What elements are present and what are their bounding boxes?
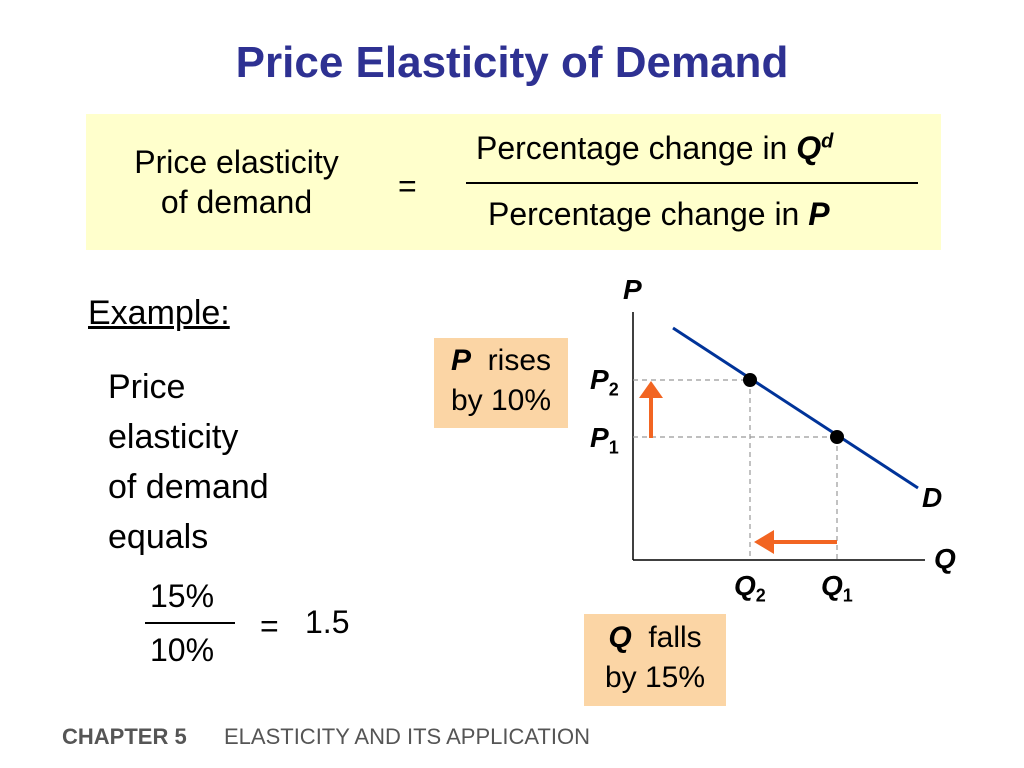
- footer-title: ELASTICITY AND ITS APPLICATION: [224, 724, 590, 749]
- example-result: 1.5: [305, 604, 350, 640]
- q1-label: Q1: [821, 570, 853, 607]
- formula-box: Price elasticity of demand = Percentage …: [86, 114, 941, 250]
- price-rise-arrowhead: [639, 381, 663, 398]
- q2-label: Q2: [734, 570, 766, 607]
- example-fraction-bar: [145, 622, 235, 624]
- p1-label: P1: [590, 422, 619, 459]
- demand-curve-label: D: [922, 482, 943, 513]
- formula-numerator-sup: d: [821, 130, 834, 153]
- formula-numerator-text: Percentage change in: [476, 130, 797, 166]
- quantity-callout-line2: by 15%: [604, 661, 706, 694]
- price-callout-var: P: [450, 344, 471, 377]
- example-line-1: Price: [108, 368, 186, 406]
- formula-denominator-text: Percentage change in: [488, 196, 809, 232]
- p-axis-label: P: [623, 274, 642, 305]
- q-axis-label: Q: [934, 543, 956, 574]
- example-line-3: of demand: [108, 468, 269, 506]
- formula-fraction-bar: [466, 182, 918, 184]
- example-fraction-denominator: 10%: [150, 632, 215, 668]
- point-b: [830, 430, 844, 444]
- quantity-callout-verb: falls: [648, 621, 702, 654]
- quantity-callout-line1: Q falls: [584, 618, 726, 658]
- q1-label-sub: 1: [842, 585, 853, 606]
- formula-numerator-var: Q: [796, 130, 822, 166]
- formula-equals: =: [398, 168, 417, 204]
- point-a: [743, 373, 757, 387]
- slide-title: Price Elasticity of Demand: [235, 38, 789, 87]
- example-line-2: elasticity: [108, 418, 239, 456]
- formula-denominator: Percentage change in P: [488, 196, 830, 233]
- price-callout-line1: P rises: [434, 341, 568, 381]
- q2-label-sub: 2: [755, 585, 766, 606]
- quantity-callout-var: Q: [608, 621, 632, 654]
- example-heading: Example:: [88, 294, 230, 332]
- price-callout-verb: rises: [487, 344, 552, 377]
- formula-lhs-line2: of demand: [160, 184, 313, 220]
- example-fraction-numerator: 15%: [150, 578, 215, 614]
- example-text: Price elasticity of demand equals: [108, 362, 269, 562]
- price-callout-line2: by 10%: [450, 384, 552, 417]
- example-equals: =: [260, 608, 279, 644]
- formula-lhs: Price elasticity of demand: [114, 142, 359, 222]
- formula-numerator: Percentage change in Qd: [476, 130, 833, 167]
- p1-label-main: P: [590, 422, 609, 453]
- p2-label-sub: 2: [608, 379, 619, 400]
- q1-label-main: Q: [821, 570, 843, 601]
- quantity-fall-arrowhead: [754, 530, 774, 554]
- p2-label: P2: [590, 364, 619, 401]
- footer-chapter: CHAPTER 5: [62, 724, 187, 749]
- q2-label-main: Q: [734, 570, 756, 601]
- formula-lhs-line1: Price elasticity: [134, 144, 339, 180]
- price-callout: P rises by 10%: [434, 338, 568, 428]
- p2-label-main: P: [590, 364, 609, 395]
- p1-label-sub: 1: [608, 437, 619, 458]
- example-line-4: equals: [108, 518, 209, 556]
- demand-curve: [672, 326, 919, 490]
- formula-denominator-var: P: [808, 196, 830, 232]
- quantity-callout: Q falls by 15%: [584, 614, 726, 706]
